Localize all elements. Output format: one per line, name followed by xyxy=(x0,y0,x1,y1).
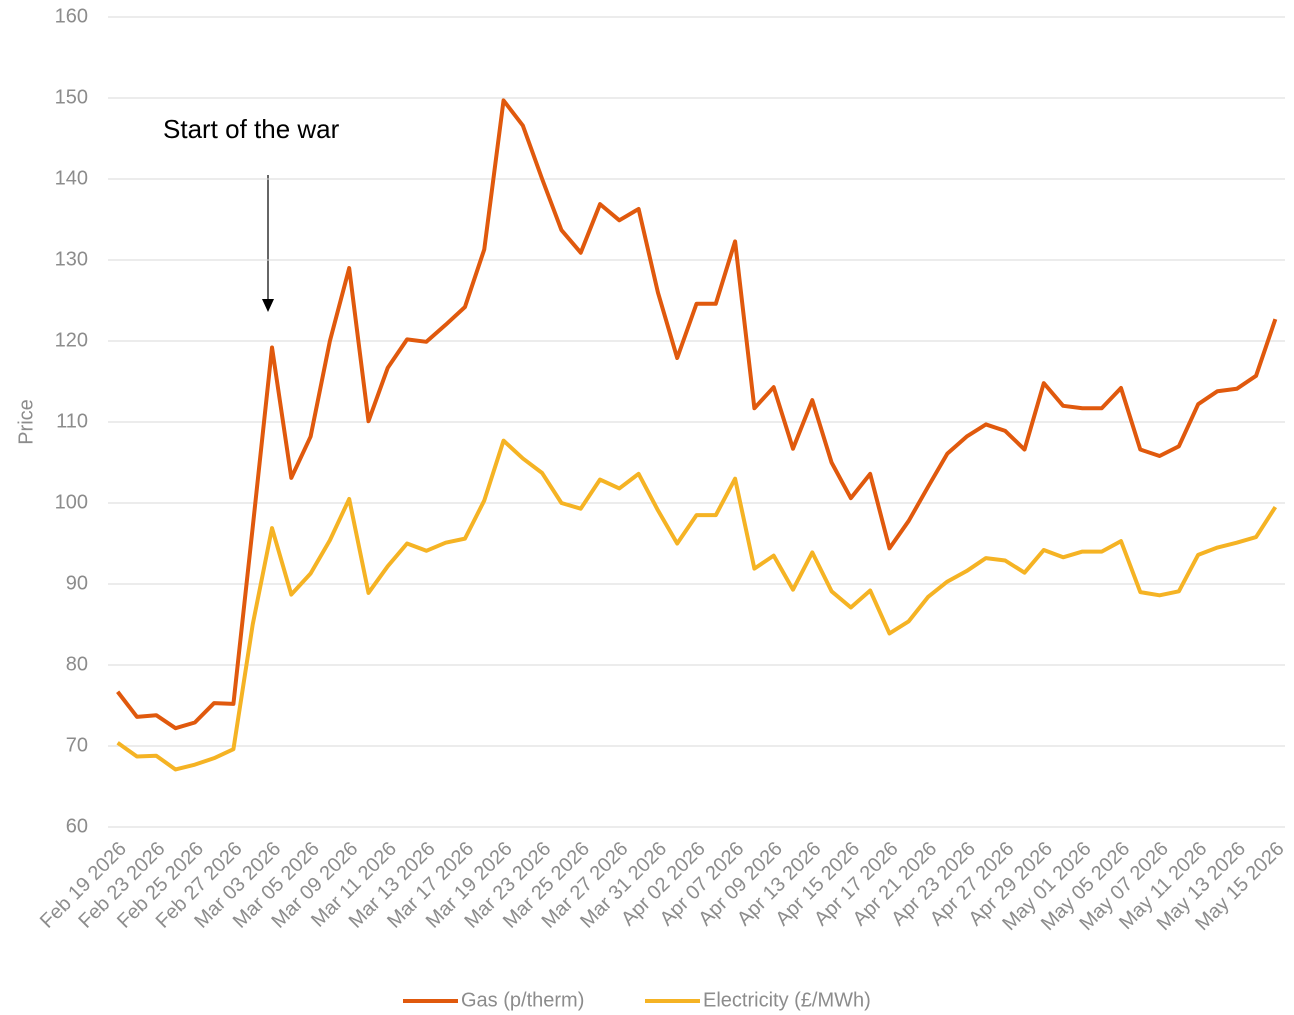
arrow-head xyxy=(262,299,274,312)
annotation: Start of the war xyxy=(163,114,340,144)
legend-label: Electricity (£/MWh) xyxy=(703,989,871,1011)
y-axis-label: Price xyxy=(15,399,37,445)
data-line xyxy=(116,438,1278,772)
y-tick-label: 160 xyxy=(55,5,88,27)
y-tick-label: 150 xyxy=(55,86,88,108)
y-tick-label: 130 xyxy=(55,248,88,270)
y-tick-label: 90 xyxy=(66,572,88,594)
y-tick-label: 120 xyxy=(55,329,88,351)
y-tick-label: 60 xyxy=(66,815,88,837)
y-tick-label: 100 xyxy=(55,491,88,513)
legend-label: Gas (p/therm) xyxy=(461,989,584,1011)
data-line xyxy=(116,98,1278,731)
y-tick-label: 110 xyxy=(56,410,88,432)
y-tick-label: 80 xyxy=(66,653,88,675)
y-tick-label: 70 xyxy=(66,734,88,756)
y-tick-label: 140 xyxy=(55,167,88,189)
